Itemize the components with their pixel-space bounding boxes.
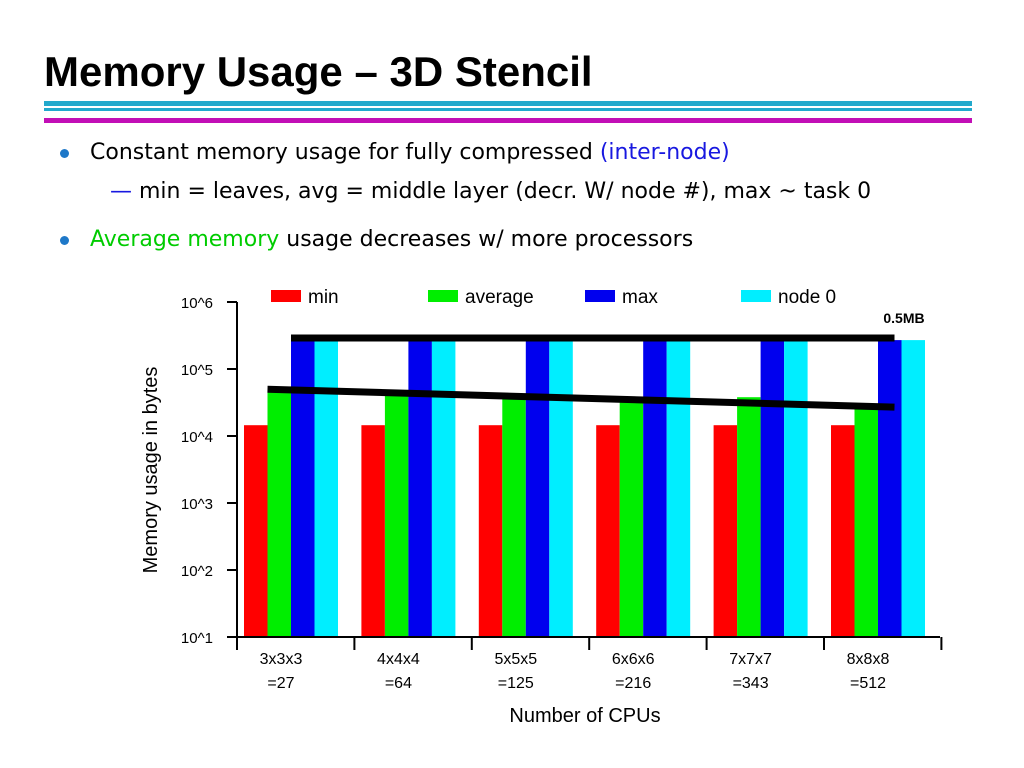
x-tick-sublabel-0: =27 bbox=[267, 675, 294, 692]
bar-max-0 bbox=[291, 340, 315, 637]
bar-node-0-5 bbox=[901, 340, 925, 637]
slide-title: Memory Usage – 3D Stencil bbox=[44, 48, 593, 95]
x-tick-sublabel-5: =512 bbox=[850, 675, 886, 692]
legend-label-max: max bbox=[622, 287, 658, 308]
bar-min-4 bbox=[713, 425, 738, 637]
bar-node-0-3 bbox=[666, 340, 691, 637]
bar-average-3 bbox=[619, 397, 644, 637]
bullet-dot-1 bbox=[60, 149, 69, 158]
x-tick-label-3: 6x6x6 bbox=[612, 651, 655, 668]
bar-min-3 bbox=[596, 425, 620, 637]
legend-swatch-average bbox=[428, 290, 458, 302]
bar-min-1 bbox=[361, 425, 385, 637]
x-tick-sublabel-4: =343 bbox=[733, 675, 769, 692]
bar-max-3 bbox=[643, 340, 667, 637]
bullet-dot-2 bbox=[60, 236, 69, 245]
y-tick-label-1: 10^2 bbox=[181, 563, 213, 580]
x-tick-label-1: 4x4x4 bbox=[377, 651, 420, 668]
y-tick-label-2: 10^3 bbox=[181, 496, 213, 513]
subbullet-1: — min = leaves, avg = middle layer (decr… bbox=[110, 178, 871, 206]
bar-average-5 bbox=[854, 408, 878, 637]
bar-node-0-4 bbox=[784, 340, 808, 637]
y-tick-label-5: 10^6 bbox=[181, 295, 213, 312]
bar-average-1 bbox=[384, 394, 409, 637]
bullet-1-highlight: (inter-node) bbox=[599, 140, 730, 165]
legend-swatch-node-0 bbox=[741, 290, 771, 302]
subbullet-dash: — bbox=[110, 179, 132, 204]
y-tick-label-4: 10^5 bbox=[181, 362, 213, 379]
bar-min-5 bbox=[831, 425, 855, 637]
bar-average-2 bbox=[502, 396, 526, 637]
bullet-2: Average memory usage decreases w/ more p… bbox=[90, 226, 693, 254]
bullet-list: Constant memory usage for fully compress… bbox=[0, 0, 1024, 270]
subbullet-1-text: min = leaves, avg = middle layer (decr. … bbox=[139, 179, 872, 204]
x-tick-sublabel-1: =64 bbox=[385, 675, 412, 692]
trend-line-1 bbox=[267, 385, 895, 411]
legend-label-min: min bbox=[308, 287, 339, 308]
bullet-2-highlight: Average memory bbox=[90, 227, 280, 252]
title-rule-magenta bbox=[44, 118, 972, 123]
bullet-1-text: Constant memory usage for fully compress… bbox=[90, 140, 600, 165]
bar-average-0 bbox=[267, 392, 291, 637]
bar-average-4 bbox=[737, 397, 761, 637]
bar-max-1 bbox=[408, 340, 432, 637]
x-tick-label-5: 8x8x8 bbox=[847, 651, 890, 668]
bar-max-4 bbox=[760, 340, 785, 637]
bar-node-0-0 bbox=[314, 340, 338, 637]
legend-swatch-max bbox=[585, 290, 615, 302]
annotation-label: 0.5MB bbox=[883, 310, 924, 326]
legend-label-average: average bbox=[465, 287, 534, 308]
x-tick-sublabel-3: =216 bbox=[615, 675, 651, 692]
bar-node-0-2 bbox=[549, 340, 573, 637]
y-tick-label-0: 10^1 bbox=[181, 630, 213, 647]
bullet-1: Constant memory usage for fully compress… bbox=[90, 139, 730, 167]
x-tick-label-0: 3x3x3 bbox=[260, 651, 303, 668]
x-tick-label-2: 5x5x5 bbox=[494, 651, 537, 668]
bar-max-5 bbox=[878, 340, 902, 637]
bar-max-2 bbox=[525, 340, 550, 637]
title-rule-cyan-top bbox=[44, 101, 972, 106]
bar-min-2 bbox=[478, 425, 503, 637]
legend-swatch-min bbox=[271, 290, 301, 302]
title-rule-cyan-bottom bbox=[44, 108, 972, 111]
y-tick-label-3: 10^4 bbox=[181, 429, 213, 446]
x-tick-label-4: 7x7x7 bbox=[729, 651, 772, 668]
x-axis-title: Number of CPUs bbox=[509, 705, 660, 727]
bar-min-0 bbox=[244, 425, 268, 637]
y-axis-title: Memory usage in bytes bbox=[140, 367, 162, 574]
bar-node-0-1 bbox=[431, 340, 456, 637]
bullet-2-text: usage decreases w/ more processors bbox=[279, 227, 694, 252]
legend-label-node-0: node 0 bbox=[778, 287, 836, 308]
x-tick-sublabel-2: =125 bbox=[498, 675, 534, 692]
